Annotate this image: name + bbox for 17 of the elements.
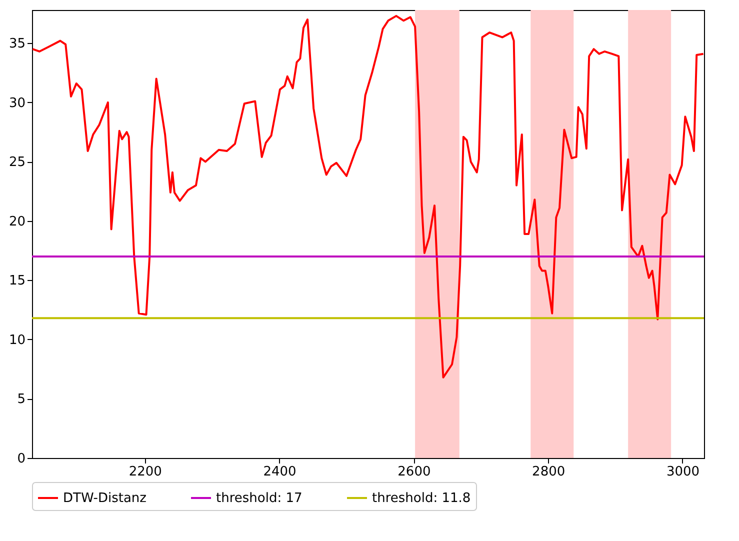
x-tick-label: 2400 [263, 464, 296, 480]
x-tick-label: 2600 [398, 464, 431, 480]
y-tick-label: 5 [17, 392, 26, 408]
y-tick-label: 0 [17, 452, 26, 466]
y-tick-label: 25 [8, 155, 26, 170]
x-tick-label: 2800 [532, 464, 566, 480]
y-tick-label: 35 [8, 36, 26, 52]
y-tick-label: 30 [8, 96, 26, 111]
y-tick-label: 15 [8, 274, 26, 289]
line-series [32, 14, 704, 378]
legend-label: threshold: 17 [216, 491, 302, 506]
y-tick-label: 20 [8, 214, 26, 230]
legend-label: DTW-Distanz [63, 491, 147, 506]
y-tick-label: 10 [8, 332, 26, 348]
legend-label: threshold: 11.8 [372, 491, 471, 506]
x-tick-label: 2200 [128, 464, 162, 480]
x-tick-label: 3000 [666, 464, 700, 480]
